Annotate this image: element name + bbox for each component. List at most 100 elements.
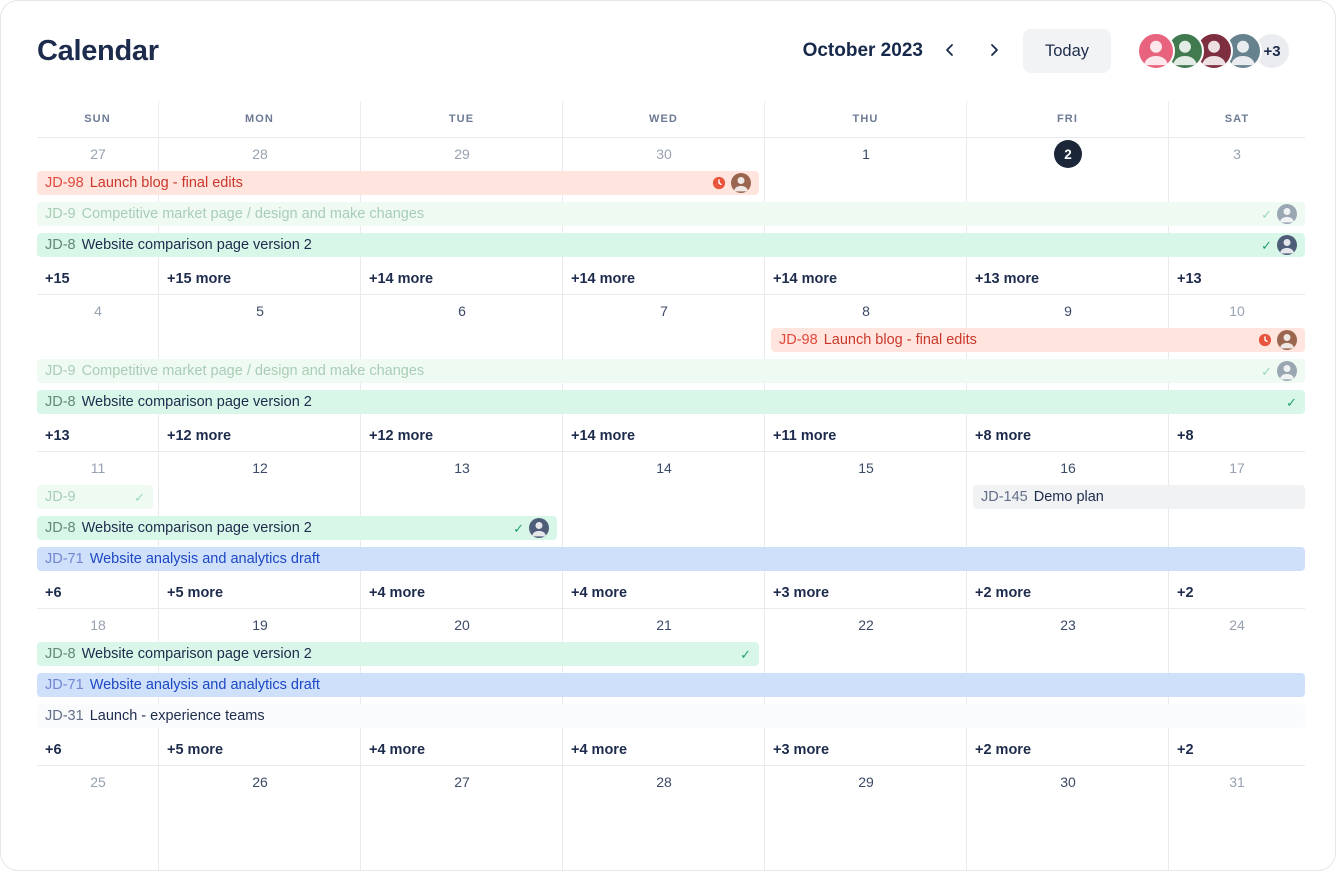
date-cell[interactable]: 23 — [967, 608, 1169, 642]
date-cell[interactable]: 8 — [765, 294, 967, 328]
user-avatar-3[interactable] — [1195, 32, 1233, 70]
more-events-link[interactable]: +5 more — [167, 585, 224, 601]
more-events-link[interactable]: +2 more — [975, 742, 1032, 758]
date-cell[interactable]: 30 — [967, 765, 1169, 799]
date-number[interactable]: 29 — [858, 774, 874, 790]
event-jd-98[interactable]: JD-98 Launch blog - final edits — [37, 171, 759, 195]
event-jd-9[interactable]: JD-9 Competitive market page / design and… — [37, 359, 1305, 383]
event-jd-8[interactable]: JD-8 Website comparison page version 2 ✓ — [37, 516, 557, 540]
day-cell[interactable] — [967, 451, 1169, 608]
event-jd-8[interactable]: JD-8 Website comparison page version 2 ✓ — [37, 233, 1305, 257]
date-number[interactable]: 8 — [862, 303, 870, 319]
day-cell[interactable] — [1169, 294, 1305, 451]
event-jd-145[interactable]: JD-145 Demo plan — [973, 485, 1305, 509]
event-jd-71[interactable]: JD-71 Website analysis and analytics draf… — [37, 547, 1305, 571]
date-number[interactable]: 30 — [656, 146, 672, 162]
more-events-link[interactable]: +15 — [45, 271, 70, 287]
more-events-link[interactable]: +11 more — [773, 428, 837, 444]
more-events-link[interactable]: +6 — [45, 585, 62, 601]
date-number[interactable]: 19 — [252, 617, 268, 633]
event-jd-71[interactable]: JD-71 Website analysis and analytics draf… — [37, 673, 1305, 697]
day-cell[interactable] — [563, 451, 765, 608]
today-date[interactable]: 2 — [1054, 140, 1082, 168]
day-cell[interactable] — [765, 765, 967, 870]
date-number[interactable]: 4 — [94, 303, 102, 319]
date-number[interactable]: 1 — [862, 146, 870, 162]
date-cell[interactable]: 30 — [563, 137, 765, 171]
day-cell[interactable] — [159, 765, 361, 870]
date-number[interactable]: 7 — [660, 303, 668, 319]
date-number[interactable]: 20 — [454, 617, 470, 633]
more-events-link[interactable]: +13 — [45, 428, 70, 444]
more-events-link[interactable]: +4 more — [571, 585, 628, 601]
date-cell[interactable]: 18 — [37, 608, 159, 642]
date-cell[interactable]: 26 — [159, 765, 361, 799]
date-number[interactable]: 26 — [252, 774, 268, 790]
day-cell[interactable] — [1169, 765, 1305, 870]
date-cell[interactable]: 9 — [967, 294, 1169, 328]
date-number[interactable]: 15 — [858, 460, 874, 476]
date-cell[interactable]: 24 — [1169, 608, 1305, 642]
user-avatar-1[interactable] — [1137, 32, 1175, 70]
date-cell[interactable]: 28 — [563, 765, 765, 799]
date-cell[interactable]: 3 — [1169, 137, 1305, 171]
date-number[interactable]: 17 — [1229, 460, 1245, 476]
more-events-link[interactable]: +3 more — [773, 585, 830, 601]
date-number[interactable]: 27 — [454, 774, 470, 790]
day-cell[interactable] — [361, 451, 563, 608]
date-number[interactable]: 9 — [1064, 303, 1072, 319]
event-jd-9[interactable]: JD-9 Competitive market page / design and… — [37, 202, 1305, 226]
event-jd-98[interactable]: JD-98 Launch blog - final edits — [771, 328, 1305, 352]
date-number[interactable]: 27 — [90, 146, 106, 162]
date-cell[interactable]: 12 — [159, 451, 361, 485]
date-cell[interactable]: 7 — [563, 294, 765, 328]
date-cell[interactable]: 27 — [361, 765, 563, 799]
date-cell[interactable]: 22 — [765, 608, 967, 642]
event-jd-31[interactable]: JD-31 Launch - experience teams — [37, 704, 1305, 728]
date-cell[interactable]: 5 — [159, 294, 361, 328]
day-cell[interactable] — [37, 765, 159, 870]
more-events-link[interactable]: +12 more — [369, 428, 434, 444]
date-number[interactable]: 31 — [1229, 774, 1245, 790]
more-events-link[interactable]: +6 — [45, 742, 62, 758]
date-cell[interactable]: 1 — [765, 137, 967, 171]
prev-month-button[interactable] — [933, 34, 967, 68]
day-cell[interactable] — [765, 451, 967, 608]
more-events-link[interactable]: +13 more — [975, 271, 1040, 287]
more-events-link[interactable]: +14 more — [369, 271, 434, 287]
date-cell[interactable]: 27 — [37, 137, 159, 171]
more-events-link[interactable]: +15 more — [167, 271, 232, 287]
date-number[interactable]: 30 — [1060, 774, 1076, 790]
date-number[interactable]: 28 — [656, 774, 672, 790]
date-cell[interactable]: 29 — [765, 765, 967, 799]
day-cell[interactable] — [1169, 451, 1305, 608]
date-number[interactable]: 29 — [454, 146, 470, 162]
date-cell[interactable]: 15 — [765, 451, 967, 485]
day-cell[interactable] — [563, 765, 765, 870]
date-number[interactable]: 16 — [1060, 460, 1076, 476]
more-events-link[interactable]: +3 more — [773, 742, 830, 758]
date-number[interactable]: 23 — [1060, 617, 1076, 633]
date-cell[interactable]: 11 — [37, 451, 159, 485]
date-number[interactable]: 25 — [90, 774, 106, 790]
event-jd-8[interactable]: JD-8 Website comparison page version 2 ✓ — [37, 642, 759, 666]
date-cell[interactable]: 10 — [1169, 294, 1305, 328]
date-cell[interactable]: 29 — [361, 137, 563, 171]
date-number[interactable]: 5 — [256, 303, 264, 319]
date-cell[interactable]: 19 — [159, 608, 361, 642]
today-button[interactable]: Today — [1022, 29, 1111, 73]
date-cell[interactable]: 14 — [563, 451, 765, 485]
more-events-link[interactable]: +8 — [1177, 428, 1194, 444]
date-number[interactable]: 13 — [454, 460, 470, 476]
date-cell[interactable]: 25 — [37, 765, 159, 799]
date-number[interactable]: 14 — [656, 460, 672, 476]
next-month-button[interactable] — [977, 34, 1011, 68]
date-number[interactable]: 21 — [656, 617, 672, 633]
more-events-link[interactable]: +2 more — [975, 585, 1032, 601]
date-number[interactable]: 11 — [90, 460, 106, 476]
date-cell[interactable]: 20 — [361, 608, 563, 642]
more-events-link[interactable]: +4 more — [571, 742, 628, 758]
event-jd-9[interactable]: JD-9 ✓ — [37, 485, 153, 509]
more-events-link[interactable]: +12 more — [167, 428, 232, 444]
date-cell[interactable]: 2 — [967, 137, 1169, 171]
